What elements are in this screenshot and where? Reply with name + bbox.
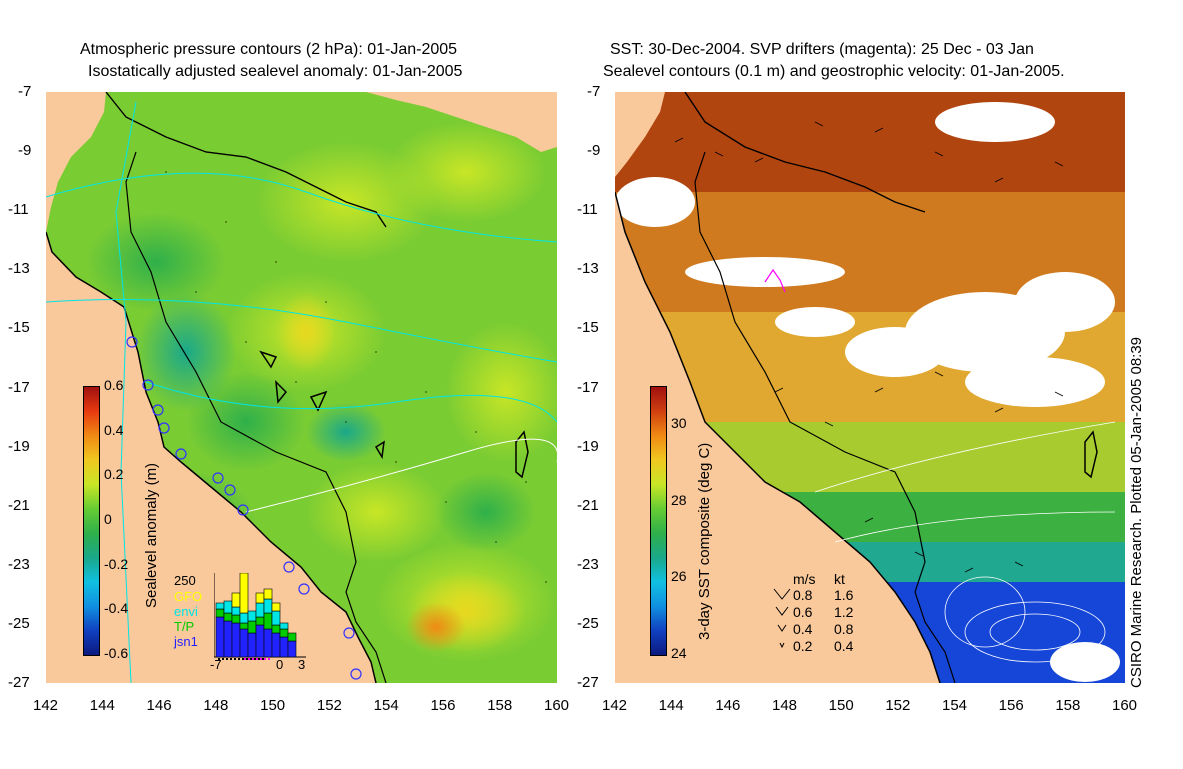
sst-composite-map bbox=[615, 92, 1125, 683]
lat-tick-label: -11 bbox=[8, 201, 29, 219]
lon-tick-label: 142 bbox=[602, 697, 628, 714]
altimeter-histogram-graphic bbox=[213, 572, 306, 660]
sealevel-anomaly-map-graphic bbox=[46, 92, 557, 683]
velocity-legend-header-kt: kt bbox=[834, 571, 845, 587]
lat-tick-label: -17 bbox=[577, 378, 599, 396]
lat-tick-label: -9 bbox=[18, 142, 32, 160]
lat-tick-label: -11 bbox=[577, 201, 598, 219]
sealevel-anomaly-map bbox=[46, 92, 557, 683]
lat-tick-label: -9 bbox=[587, 142, 601, 160]
sealevel-colorbar-tick: 0.2 bbox=[104, 466, 124, 483]
lat-tick-label: -23 bbox=[577, 555, 599, 573]
lon-tick-label: 150 bbox=[260, 697, 286, 714]
altimeter-histogram bbox=[213, 572, 306, 670]
lon-tick-label: 156 bbox=[430, 697, 456, 714]
right-title-line2: Sealevel contours (0.1 m) and geostrophi… bbox=[603, 63, 1065, 80]
sst-composite-map-graphic bbox=[615, 92, 1125, 683]
lon-tick-label: 146 bbox=[146, 697, 172, 714]
velocity-legend-ms: 0.8 bbox=[793, 587, 813, 603]
velocity-legend-ms: 0.4 bbox=[793, 621, 813, 637]
histogram-legend-item: T/P bbox=[174, 619, 195, 634]
lat-tick-label: -13 bbox=[8, 260, 30, 278]
histogram-legend-item: GFO bbox=[174, 589, 203, 604]
sst-colorbar-label: 3-day SST composite (deg C) bbox=[696, 442, 713, 640]
lat-tick-label: -25 bbox=[8, 614, 30, 632]
lon-tick-label: 148 bbox=[772, 697, 798, 714]
lat-tick-label: -15 bbox=[8, 319, 30, 337]
lat-tick-label: -13 bbox=[577, 260, 599, 278]
lon-tick-label: 154 bbox=[373, 697, 399, 714]
sst-colorbar bbox=[650, 386, 667, 656]
lon-tick-label: 144 bbox=[89, 697, 115, 714]
velocity-legend-kt: 1.6 bbox=[834, 587, 854, 603]
lon-tick-label: 144 bbox=[658, 697, 684, 714]
lon-tick-label: 152 bbox=[316, 697, 342, 714]
credit-text: CSIRO Marine Research. Plotted 05-Jan-20… bbox=[1128, 336, 1145, 688]
lon-tick-label: 160 bbox=[544, 697, 570, 714]
velocity-legend-kt: 0.4 bbox=[834, 638, 854, 654]
lat-tick-label: -23 bbox=[8, 555, 30, 573]
sealevel-colorbar-tick: -0.2 bbox=[104, 555, 129, 572]
lon-tick-label: 158 bbox=[487, 697, 513, 714]
sst-colorbar-tick: 30 bbox=[671, 415, 687, 432]
lon-tick-label: 158 bbox=[1055, 697, 1081, 714]
lon-tick-label: 156 bbox=[998, 697, 1024, 714]
sealevel-colorbar-tick: 0 bbox=[104, 511, 112, 527]
sealevel-colorbar-label: Sealevel anomaly (m) bbox=[143, 462, 160, 608]
histogram-legend-item: jsn1 bbox=[174, 634, 198, 649]
sst-colorbar-tick: 24 bbox=[671, 645, 687, 661]
lon-tick-label: 152 bbox=[885, 697, 911, 714]
lat-tick-label: -21 bbox=[8, 496, 30, 514]
histogram-legend-item: envi bbox=[174, 604, 198, 619]
histogram-xtick-max: 3 bbox=[298, 657, 306, 672]
sst-colorbar-tick: 28 bbox=[671, 491, 687, 508]
left-title-line1: Atmospheric pressure contours (2 hPa): 0… bbox=[80, 41, 458, 58]
lat-tick-label: -25 bbox=[577, 614, 599, 632]
sealevel-colorbar bbox=[83, 386, 100, 656]
sealevel-colorbar-tick: -0.6 bbox=[104, 645, 129, 661]
lat-tick-label: -15 bbox=[577, 319, 599, 337]
velocity-legend-ms: 0.2 bbox=[793, 638, 813, 654]
left-title-line2: Isostatically adjusted sealevel anomaly:… bbox=[88, 63, 463, 80]
velocity-legend-ms: 0.6 bbox=[793, 604, 813, 620]
lat-tick-label: -19 bbox=[577, 437, 599, 455]
sst-colorbar-tick: 26 bbox=[671, 568, 687, 585]
lon-tick-label: 154 bbox=[942, 697, 968, 714]
lat-tick-label: -27 bbox=[577, 674, 599, 691]
histogram-ymax: 250 bbox=[174, 573, 196, 588]
lat-tick-label: -7 bbox=[18, 83, 32, 100]
lat-tick-label: -17 bbox=[8, 378, 30, 396]
lon-tick-label: 142 bbox=[33, 697, 59, 714]
sealevel-colorbar-tick: -0.4 bbox=[104, 600, 129, 617]
lat-tick-label: -27 bbox=[8, 674, 30, 691]
lon-tick-label: 148 bbox=[203, 697, 229, 714]
lat-tick-label: -21 bbox=[577, 496, 599, 514]
lon-tick-label: 146 bbox=[715, 697, 741, 714]
right-title-line1: SST: 30-Dec-2004. SVP drifters (magenta)… bbox=[610, 41, 1034, 58]
sealevel-colorbar-tick: 0.4 bbox=[104, 421, 124, 438]
lon-tick-label: 150 bbox=[828, 697, 854, 714]
histogram-xtick-min: -7 bbox=[210, 657, 222, 672]
lon-tick-label: 160 bbox=[1112, 697, 1138, 714]
sealevel-colorbar-tick: 0.6 bbox=[104, 377, 124, 393]
lat-tick-label: -7 bbox=[587, 83, 601, 100]
lat-tick-label: -19 bbox=[8, 437, 30, 455]
velocity-legend-header-ms: m/s bbox=[793, 571, 816, 587]
velocity-legend-kt: 1.2 bbox=[834, 604, 854, 620]
velocity-legend-arrows bbox=[773, 588, 791, 649]
histogram-xtick-zero: 0 bbox=[276, 657, 284, 672]
velocity-legend-kt: 0.8 bbox=[834, 621, 854, 637]
